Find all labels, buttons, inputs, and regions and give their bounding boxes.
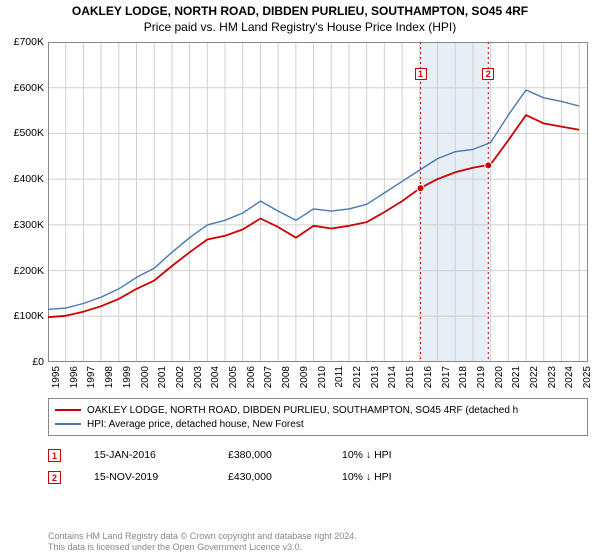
- x-axis-label: 2014: [387, 366, 398, 388]
- legend-label-property: OAKLEY LODGE, NORTH ROAD, DIBDEN PURLIEU…: [87, 405, 518, 416]
- x-axis-label: 1998: [104, 366, 115, 388]
- sale-note-1: 10% ↓ HPI: [342, 449, 588, 461]
- x-axis-label: 1997: [86, 366, 97, 388]
- x-axis-label: 2006: [246, 366, 257, 388]
- x-axis-label: 2000: [140, 366, 151, 388]
- x-axis-label: 2016: [423, 366, 434, 388]
- sale-row-1: 1 15-JAN-2016 £380,000 10% ↓ HPI: [48, 444, 588, 466]
- x-axis-label: 2003: [193, 366, 204, 388]
- x-axis-label: 2023: [547, 366, 558, 388]
- x-axis-label: 1995: [51, 366, 62, 388]
- x-axis-label: 2009: [299, 366, 310, 388]
- sale-price-2: £430,000: [228, 471, 318, 483]
- title-line-1: OAKLEY LODGE, NORTH ROAD, DIBDEN PURLIEU…: [0, 4, 600, 18]
- y-axis-label: £400K: [14, 173, 44, 185]
- x-axis-label: 2010: [317, 366, 328, 388]
- x-axis-label: 1999: [122, 366, 133, 388]
- chart-svg: [48, 42, 588, 362]
- y-axis-label: £200K: [14, 265, 44, 277]
- plot-area: £0£100K£200K£300K£400K£500K£600K£700K199…: [48, 42, 588, 362]
- x-axis-label: 2004: [210, 366, 221, 388]
- y-axis-label: £0: [32, 356, 44, 368]
- sale-marker-flag: 1: [415, 68, 427, 80]
- x-axis-label: 2025: [582, 366, 593, 388]
- legend-swatch-hpi: [55, 423, 81, 425]
- legend-block: OAKLEY LODGE, NORTH ROAD, DIBDEN PURLIEU…: [48, 398, 588, 488]
- footer-line-1: Contains HM Land Registry data © Crown c…: [48, 531, 588, 543]
- sale-marker-2: 2: [48, 471, 61, 484]
- sale-row-2: 2 15-NOV-2019 £430,000 10% ↓ HPI: [48, 466, 588, 488]
- legend-row-property: OAKLEY LODGE, NORTH ROAD, DIBDEN PURLIEU…: [55, 403, 581, 417]
- y-axis-label: £600K: [14, 82, 44, 94]
- legend-box: OAKLEY LODGE, NORTH ROAD, DIBDEN PURLIEU…: [48, 398, 588, 436]
- y-axis-label: £700K: [14, 36, 44, 48]
- legend-row-hpi: HPI: Average price, detached house, New …: [55, 417, 581, 431]
- x-axis-label: 2022: [529, 366, 540, 388]
- y-axis-label: £500K: [14, 127, 44, 139]
- title-line-2: Price paid vs. HM Land Registry's House …: [0, 20, 600, 34]
- x-axis-label: 2017: [441, 366, 452, 388]
- x-axis-label: 2012: [352, 366, 363, 388]
- x-axis-label: 2005: [228, 366, 239, 388]
- x-axis-label: 2002: [175, 366, 186, 388]
- chart-title-block: OAKLEY LODGE, NORTH ROAD, DIBDEN PURLIEU…: [0, 0, 600, 34]
- x-axis-label: 1996: [69, 366, 80, 388]
- x-axis-label: 2024: [564, 366, 575, 388]
- footer-attribution: Contains HM Land Registry data © Crown c…: [48, 531, 588, 554]
- x-axis-label: 2018: [458, 366, 469, 388]
- footer-line-2: This data is licensed under the Open Gov…: [48, 542, 588, 554]
- x-axis-label: 2021: [511, 366, 522, 388]
- sale-price-1: £380,000: [228, 449, 318, 461]
- x-axis-label: 2019: [476, 366, 487, 388]
- x-axis-label: 2020: [494, 366, 505, 388]
- sale-date-2: 15-NOV-2019: [94, 471, 204, 483]
- legend-swatch-property: [55, 409, 81, 411]
- sale-rows: 1 15-JAN-2016 £380,000 10% ↓ HPI 2 15-NO…: [48, 444, 588, 488]
- sale-note-2: 10% ↓ HPI: [342, 471, 588, 483]
- y-axis-label: £100K: [14, 310, 44, 322]
- x-axis-label: 2015: [405, 366, 416, 388]
- x-axis-label: 2008: [281, 366, 292, 388]
- sale-marker-1: 1: [48, 449, 61, 462]
- sale-marker-flag: 2: [482, 68, 494, 80]
- x-axis-label: 2013: [370, 366, 381, 388]
- legend-label-hpi: HPI: Average price, detached house, New …: [87, 419, 304, 430]
- sale-date-1: 15-JAN-2016: [94, 449, 204, 461]
- x-axis-label: 2011: [334, 366, 345, 388]
- y-axis-label: £300K: [14, 219, 44, 231]
- x-axis-label: 2001: [157, 366, 168, 388]
- x-axis-label: 2007: [263, 366, 274, 388]
